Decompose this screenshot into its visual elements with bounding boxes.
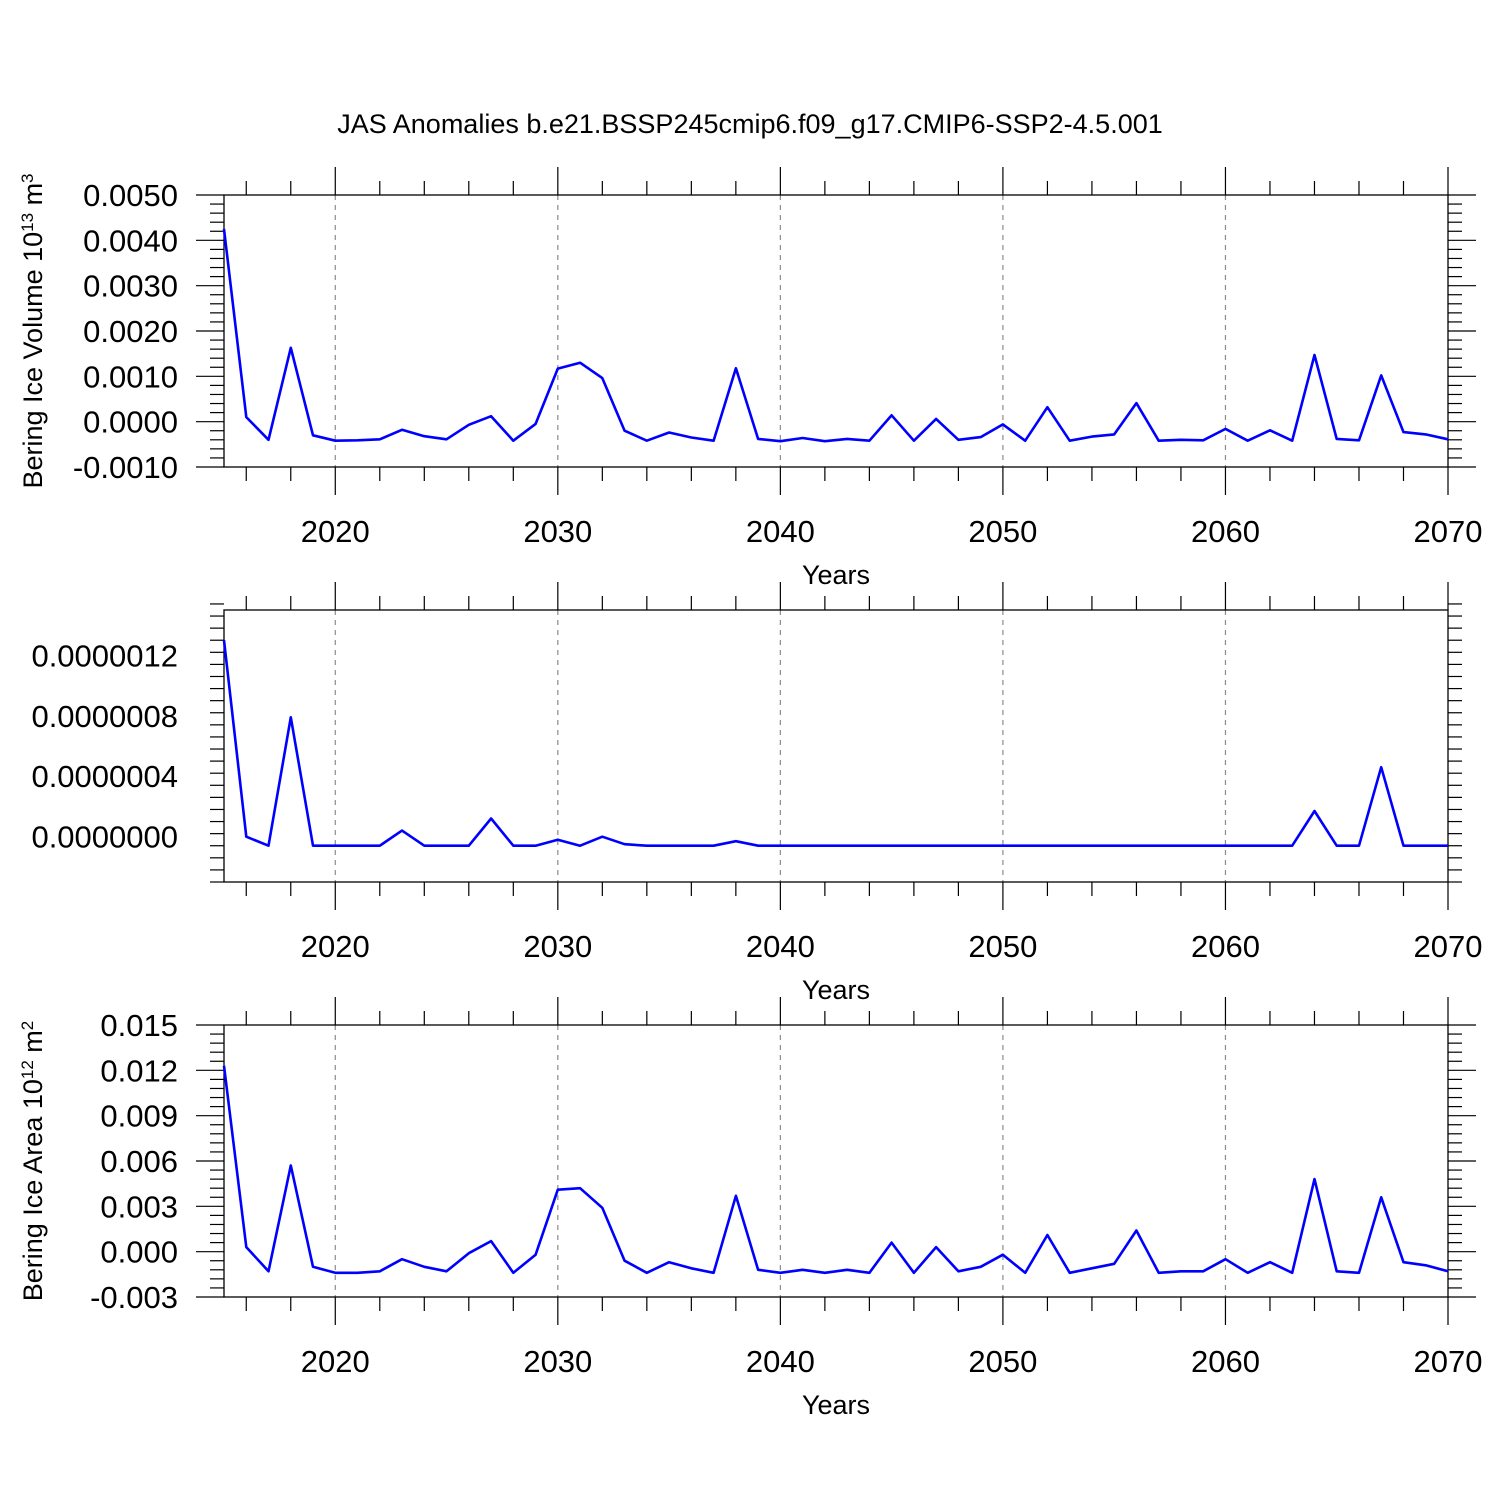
y-tick-label: 0.006 — [100, 1144, 178, 1179]
y-axis-label-superscript: 12 — [18, 1060, 37, 1079]
y-tick-label: -0.003 — [90, 1280, 178, 1315]
y-tick-label: 0.0000008 — [31, 699, 178, 734]
y-tick-label: 0.0000 — [83, 405, 178, 440]
y-tick-label: 0.0000004 — [31, 759, 178, 794]
plot-frame — [223, 1024, 1449, 1298]
x-tick-label: 2050 — [968, 514, 1037, 549]
panels: 2020 2030 2040 2050 2060 2070 -0.0010 0.0000 0.0… — [18, 167, 1483, 1420]
x-tick-label: 2060 — [1191, 929, 1260, 964]
y-tick-label: 0.015 — [100, 1008, 178, 1043]
x-tick-label: 2050 — [968, 1344, 1037, 1379]
x-axis-label: Years — [802, 1390, 870, 1420]
x-axis-label: Years — [802, 975, 870, 1005]
x-tick-label: 2020 — [301, 514, 370, 549]
y-axis-label-part: m — [18, 1030, 48, 1060]
y-tick-label: 0.0010 — [83, 359, 178, 394]
x-tick-label: 2030 — [523, 514, 592, 549]
y-axis-label-superscript: 3 — [18, 173, 37, 182]
x-tick-label: 2040 — [746, 1344, 815, 1379]
y-axis-label: Bering Ice Volume 1013 m3 — [18, 173, 49, 488]
plot-frame — [223, 609, 1449, 883]
x-tick-label: 2070 — [1414, 1344, 1483, 1379]
y-tick-label: 0.0050 — [83, 178, 178, 213]
y-tick-label: 0.009 — [100, 1099, 178, 1134]
chart-panel-3: 2020 2030 2040 2050 2060 2070 -0.003 0.000 0.003… — [18, 997, 1483, 1420]
chart-panel-2: 2020 2030 2040 2050 2060 2070 0.0000000 0.00000… — [31, 582, 1482, 1005]
y-axis-label-part: m — [18, 183, 48, 213]
y-axis-label-part: Bering Ice Area 10 — [18, 1079, 48, 1301]
y-tick-label: 0.0040 — [83, 223, 178, 258]
x-tick-label: 2020 — [301, 1344, 370, 1379]
x-tick-label: 2030 — [523, 929, 592, 964]
y-tick-label: 0.0000000 — [31, 820, 178, 855]
y-tick-label: -0.0010 — [73, 450, 178, 485]
figure-title: JAS Anomalies b.e21.BSSP245cmip6.f09_g17… — [337, 109, 1163, 139]
y-tick-label: 0.003 — [100, 1189, 178, 1224]
y-axis-label-superscript: 2 — [18, 1021, 37, 1030]
y-axis-label: Bering Ice Area 1012 m2 — [18, 1021, 49, 1302]
y-tick-label: 0.0030 — [83, 269, 178, 304]
x-tick-label: 2050 — [968, 929, 1037, 964]
x-tick-label: 2040 — [746, 514, 815, 549]
plot-frame — [223, 194, 1449, 468]
x-tick-label: 2060 — [1191, 1344, 1260, 1379]
y-tick-label: 0.0000012 — [31, 638, 178, 673]
y-tick-label: 0.0020 — [83, 314, 178, 349]
x-tick-label: 2060 — [1191, 514, 1260, 549]
x-tick-label: 2030 — [523, 1344, 592, 1379]
x-tick-label: 2070 — [1414, 929, 1483, 964]
x-tick-label: 2070 — [1414, 514, 1483, 549]
x-tick-label: 2040 — [746, 929, 815, 964]
series-line — [222, 640, 1448, 848]
series-line — [222, 1065, 1449, 1275]
y-tick-label: 0.000 — [100, 1235, 178, 1270]
x-tick-label: 2020 — [301, 929, 370, 964]
series-line — [222, 228, 1449, 443]
chart-panel-1: 2020 2030 2040 2050 2060 2070 -0.0010 0.0000 0.0… — [18, 167, 1483, 590]
y-axis-label-superscript: 13 — [18, 213, 37, 232]
x-axis-label: Years — [802, 560, 870, 590]
y-tick-label: 0.012 — [100, 1053, 178, 1088]
y-axis-label-part: Bering Ice Volume 10 — [18, 232, 48, 489]
